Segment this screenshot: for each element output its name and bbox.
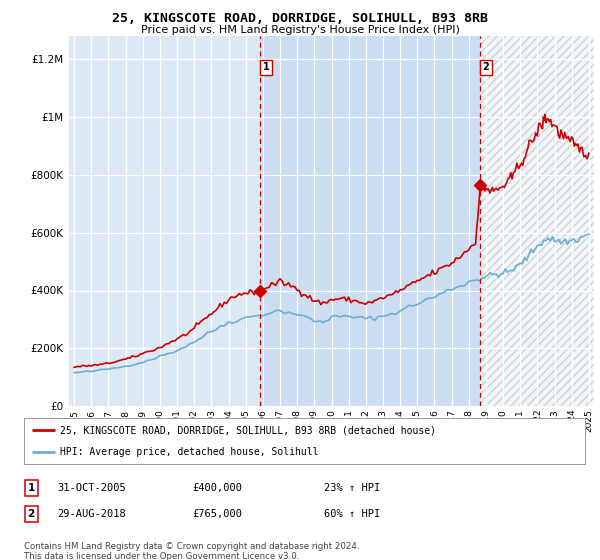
Bar <box>480 36 600 406</box>
Text: 31-OCT-2005: 31-OCT-2005 <box>57 483 126 493</box>
Text: Price paid vs. HM Land Registry's House Price Index (HPI): Price paid vs. HM Land Registry's House … <box>140 25 460 35</box>
Text: HPI: Average price, detached house, Solihull: HPI: Average price, detached house, Soli… <box>61 447 319 457</box>
Text: £400,000: £400,000 <box>192 483 242 493</box>
Text: 1: 1 <box>263 62 269 72</box>
Text: 25, KINGSCOTE ROAD, DORRIDGE, SOLIHULL, B93 8RB (detached house): 25, KINGSCOTE ROAD, DORRIDGE, SOLIHULL, … <box>61 425 436 435</box>
Text: 29-AUG-2018: 29-AUG-2018 <box>57 509 126 519</box>
Text: 1: 1 <box>28 483 35 493</box>
Text: 23% ↑ HPI: 23% ↑ HPI <box>324 483 380 493</box>
Text: 60% ↑ HPI: 60% ↑ HPI <box>324 509 380 519</box>
Text: £765,000: £765,000 <box>192 509 242 519</box>
Text: 25, KINGSCOTE ROAD, DORRIDGE, SOLIHULL, B93 8RB: 25, KINGSCOTE ROAD, DORRIDGE, SOLIHULL, … <box>112 12 488 25</box>
Text: Contains HM Land Registry data © Crown copyright and database right 2024.
This d: Contains HM Land Registry data © Crown c… <box>24 542 359 560</box>
Bar <box>260 36 480 406</box>
Text: 2: 2 <box>28 509 35 519</box>
Text: 2: 2 <box>482 62 490 72</box>
